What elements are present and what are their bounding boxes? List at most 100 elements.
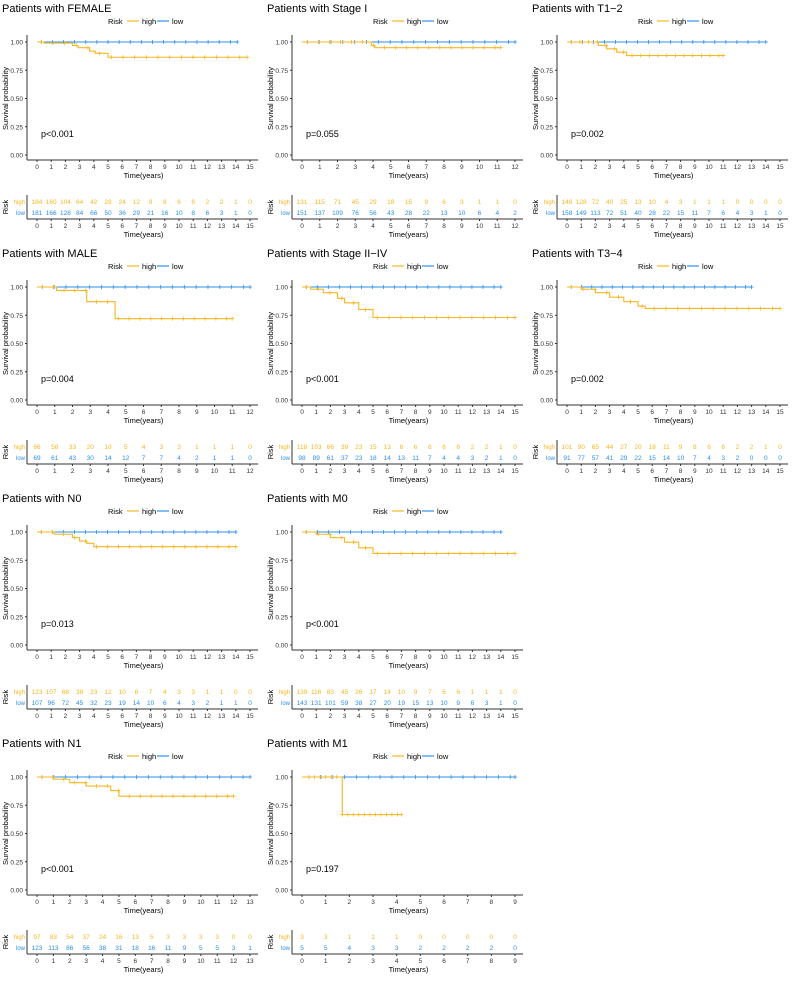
legend-high-label: high [407,752,421,761]
risk-x-tick-label: 14 [762,468,770,475]
risk-x-tick-label: 1 [314,713,318,720]
high-risk-curve-censor-mark [127,544,132,549]
risk-low-count: 77 [578,455,586,462]
high-risk-curve-censor-mark [203,794,208,799]
risk-x-tick-label: 9 [460,223,464,230]
high-risk-curve-censor-mark [334,775,339,779]
y-tick-label: 0.75 [10,558,23,565]
high-risk-curve-censor-mark [387,551,392,556]
risk-x-tick-label: 2 [594,468,598,475]
risk-low-count: 3 [471,455,475,462]
risk-low-count: 3 [721,455,725,462]
x-tick-label: 10 [440,654,448,661]
high-risk-curve-censor-mark [375,315,380,320]
risk-high-count: 0 [778,199,782,206]
risk-low-count: 2 [513,210,517,217]
low-risk-curve-censor-mark [610,285,615,289]
risk-x-tick-label: 12 [734,468,742,475]
y-tick-label: 1.00 [10,530,23,537]
x-tick-label: 3 [371,899,375,906]
risk-low-count: 15 [677,210,685,217]
x-tick-label: 1 [314,409,318,416]
low-risk-curve-censor-mark [449,775,454,779]
risk-x-tick-label: 14 [497,468,505,475]
high-risk-curve-censor-mark [746,306,751,311]
high-risk-curve-censor-mark [231,794,236,799]
risk-high-count: 0 [513,199,517,206]
risk-x-axis-label: Time(years) [654,475,694,484]
legend-low-label: low [702,262,714,271]
risk-x-tick-label: 12 [204,713,212,720]
risk-high-count: 8 [135,689,139,696]
risk-row-low-label: low [16,456,26,462]
risk-row-low-label: low [16,701,26,707]
risk-high-count: 2 [220,199,224,206]
risk-row-low-label: low [281,211,291,217]
risk-row-high-label: high [279,445,290,451]
low-risk-curve-censor-mark [480,285,485,289]
p-value: p<0.001 [306,619,339,629]
high-risk-curve-censor-mark [481,315,486,320]
y-axis-label: Survival probability [531,67,540,130]
low-risk-curve-censor-mark [630,285,635,289]
risk-high-count: 0 [248,444,252,451]
x-tick-label: 9 [693,164,697,171]
high-risk-curve-censor-mark [351,540,356,545]
risk-low-count: 4 [456,455,460,462]
legend-low-label: low [172,262,184,271]
risk-x-tick-label: 2 [336,223,340,230]
risk-x-tick-label: 11 [455,468,462,475]
low-risk-curve-censor-mark [171,530,176,534]
risk-x-tick-label: 5 [117,958,121,965]
low-risk-curve-censor-mark [506,40,511,44]
high-risk-curve-censor-mark [304,285,309,289]
y-tick-label: 1.00 [10,40,23,47]
low-risk-curve-censor-mark [182,530,187,534]
low-risk-curve-censor-mark [668,40,673,44]
risk-x-tick-label: 11 [214,958,221,965]
risk-high-count: 6 [707,444,711,451]
risk-high-count: 0 [232,934,236,941]
risk-low-count: 101 [325,700,336,707]
risk-low-count: 18 [369,455,377,462]
high-risk-curve-censor-mark [245,55,250,60]
risk-high-count: 65 [592,444,600,451]
high-risk-curve-censor-mark [159,316,164,321]
y-tick-label: 0.00 [540,398,553,405]
risk-low-count: 4 [707,455,711,462]
low-risk-curve-censor-mark [411,40,416,44]
x-tick-label: 2 [329,409,333,416]
x-tick-label: 2 [64,164,68,171]
low-risk-curve-censor-mark [682,285,687,289]
high-risk-curve-censor-mark [202,55,207,60]
risk-low-count: 1 [764,210,768,217]
risk-low-count: 57 [592,455,600,462]
risk-high-count: 184 [32,199,43,206]
high-risk-curve-censor-mark [94,784,99,789]
x-tick-label: 12 [734,409,742,416]
x-axis-label: Time(years) [124,171,164,180]
p-value: p=0.002 [571,129,604,139]
low-risk-curve-censor-mark [172,40,177,44]
risk-high-count: 1 [395,934,399,941]
risk-high-count: 25 [620,199,628,206]
low-risk-curve-censor-mark [600,285,605,289]
high-risk-curve-censor-mark [569,285,574,289]
risk-low-count: 45 [76,700,84,707]
low-risk-curve-censor-mark [241,775,246,779]
risk-x-tick-label: 3 [78,223,82,230]
low-risk-curve-censor-mark [117,40,122,44]
high-risk-curve-censor-mark [61,532,66,537]
x-tick-label: 5 [124,409,128,416]
risk-low-count: 2 [206,700,210,707]
risk-x-tick-label: 10 [705,223,713,230]
low-risk-curve-censor-mark [215,530,220,534]
risk-x-tick-label: 2 [68,958,72,965]
risk-x-tick-label: 9 [693,223,697,230]
risk-x-tick-label: 2 [64,713,68,720]
risk-high-count: 9 [424,199,428,206]
risk-high-count: 13 [384,444,392,451]
risk-low-count: 59 [341,700,349,707]
x-tick-label: 9 [183,899,187,906]
risk-high-count: 0 [513,689,517,696]
